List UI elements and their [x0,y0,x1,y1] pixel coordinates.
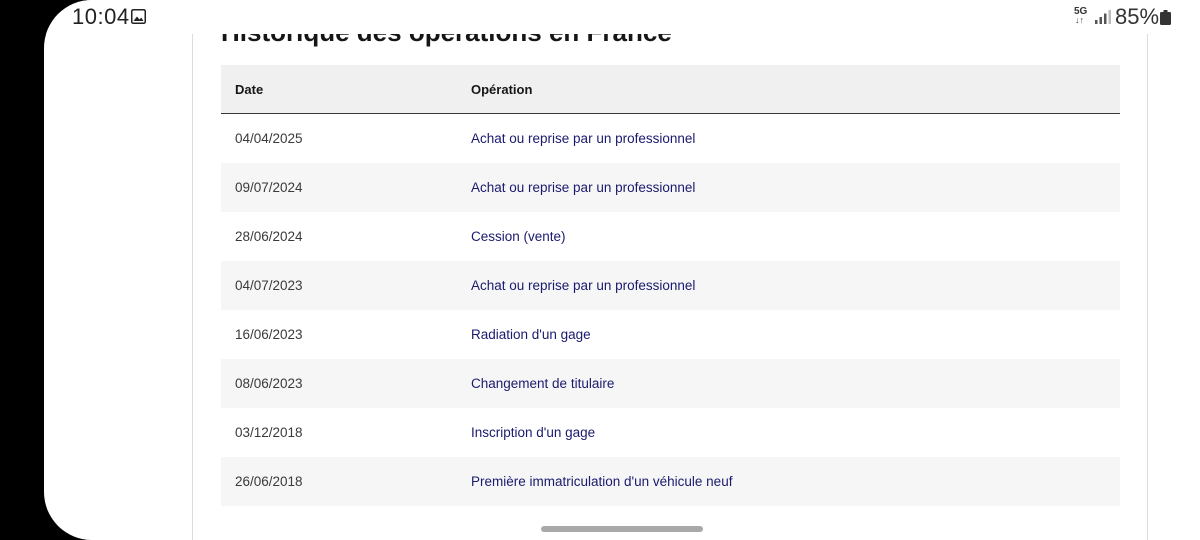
content-card: Historique des opérations en France Date… [192,0,1148,540]
operation-label: Achat ou reprise par un professionnel [457,261,1120,310]
network-type: 5G [1074,6,1088,17]
table-row: 16/06/2023 Radiation d'un gage [221,310,1120,359]
operation-date: 04/04/2025 [221,113,457,163]
operation-date: 26/06/2018 [221,457,457,506]
operation-date: 16/06/2023 [221,310,457,359]
home-indicator[interactable] [541,526,703,532]
operation-label: Radiation d'un gage [457,310,1120,359]
column-header-operation: Opération [457,65,1120,114]
operations-table: Date Opération 04/04/2025 Achat ou repri… [221,65,1120,506]
operation-label: Achat ou reprise par un professionnel [457,163,1120,212]
operation-label: Cession (vente) [457,212,1120,261]
table-row: 26/06/2018 Première immatriculation d'un… [221,457,1120,506]
table-row: 09/07/2024 Achat ou reprise par un profe… [221,163,1120,212]
operation-date: 03/12/2018 [221,408,457,457]
battery-icon [1160,10,1171,25]
table-row: 08/06/2023 Changement de titulaire [221,359,1120,408]
phone-screen: 10:04 5G ↓↑ 85% Historique des opération… [44,0,1200,540]
operation-label: Inscription d'un gage [457,408,1120,457]
signal-icon [1095,10,1111,24]
table-row: 04/07/2023 Achat ou reprise par un profe… [221,261,1120,310]
column-header-date: Date [221,65,457,114]
table-header-row: Date Opération [221,65,1120,114]
gallery-icon [131,9,146,24]
operation-date: 08/06/2023 [221,359,457,408]
table-row: 03/12/2018 Inscription d'un gage [221,408,1120,457]
table-row: 04/04/2025 Achat ou reprise par un profe… [221,113,1120,163]
network-arrows: ↓↑ [1075,15,1084,25]
battery-percentage: 85% [1115,4,1160,29]
operation-label: Achat ou reprise par un professionnel [457,113,1120,163]
operation-date: 09/07/2024 [221,163,457,212]
status-bar: 10:04 5G ↓↑ 85% [44,0,1200,34]
operation-date: 28/06/2024 [221,212,457,261]
operation-date: 04/07/2023 [221,261,457,310]
table-row: 28/06/2024 Cession (vente) [221,212,1120,261]
status-time: 10:04 [72,4,130,29]
operation-label: Première immatriculation d'un véhicule n… [457,457,1120,506]
operation-label: Changement de titulaire [457,359,1120,408]
